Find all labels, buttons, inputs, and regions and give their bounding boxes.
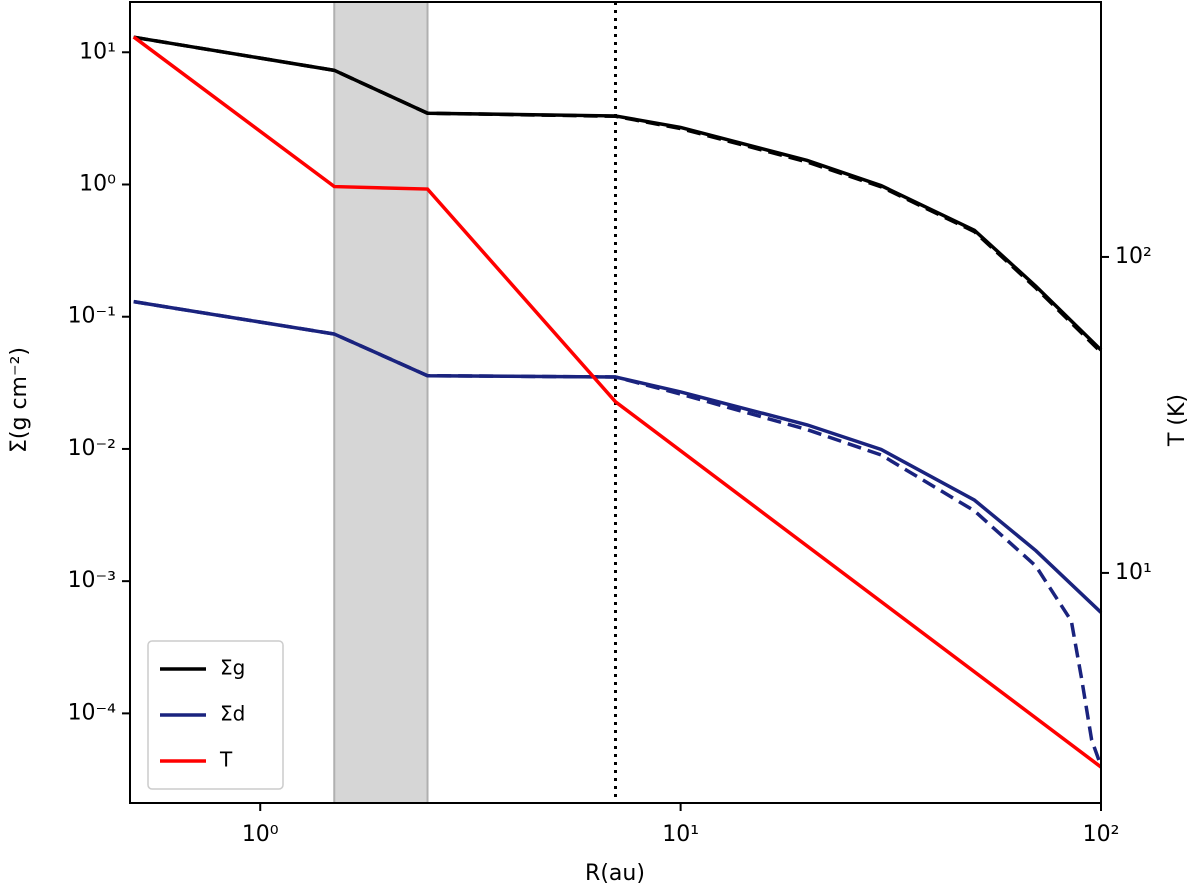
legend-box: [147, 640, 284, 790]
y-tick-label: 10⁻²: [68, 436, 116, 461]
x-tick-label: 10⁰: [242, 822, 279, 847]
legend-label: Σd: [220, 702, 245, 726]
shaded-region: [333, 1, 429, 804]
legend-label: Σg: [220, 656, 245, 680]
series-line: [132, 35, 1103, 769]
series-line: [133, 35, 1103, 352]
y-tick-label: 10⁻⁴: [68, 700, 117, 725]
x-tick-label: 10²: [1083, 822, 1120, 847]
series-line: [133, 35, 1103, 354]
x-axis-label: R(au): [585, 861, 645, 886]
legend-label: T: [219, 748, 233, 772]
series-line: [133, 299, 1103, 614]
y2-tick-label: 10¹: [1115, 560, 1152, 585]
y-tick-label: 10⁻³: [68, 568, 116, 593]
y-tick-label: 10⁻¹: [68, 304, 116, 329]
y-axis-label: Σ(g cm⁻²): [7, 347, 32, 453]
series-line: [133, 299, 1103, 767]
y-tick-label: 10⁰: [79, 171, 116, 196]
y2-tick-label: 10²: [1115, 244, 1152, 269]
y-tick-label: 10¹: [79, 39, 116, 64]
y2-axis-label: T (K): [1165, 394, 1190, 447]
x-tick-label: 10¹: [662, 822, 699, 847]
plot-frame: [129, 1, 1102, 804]
